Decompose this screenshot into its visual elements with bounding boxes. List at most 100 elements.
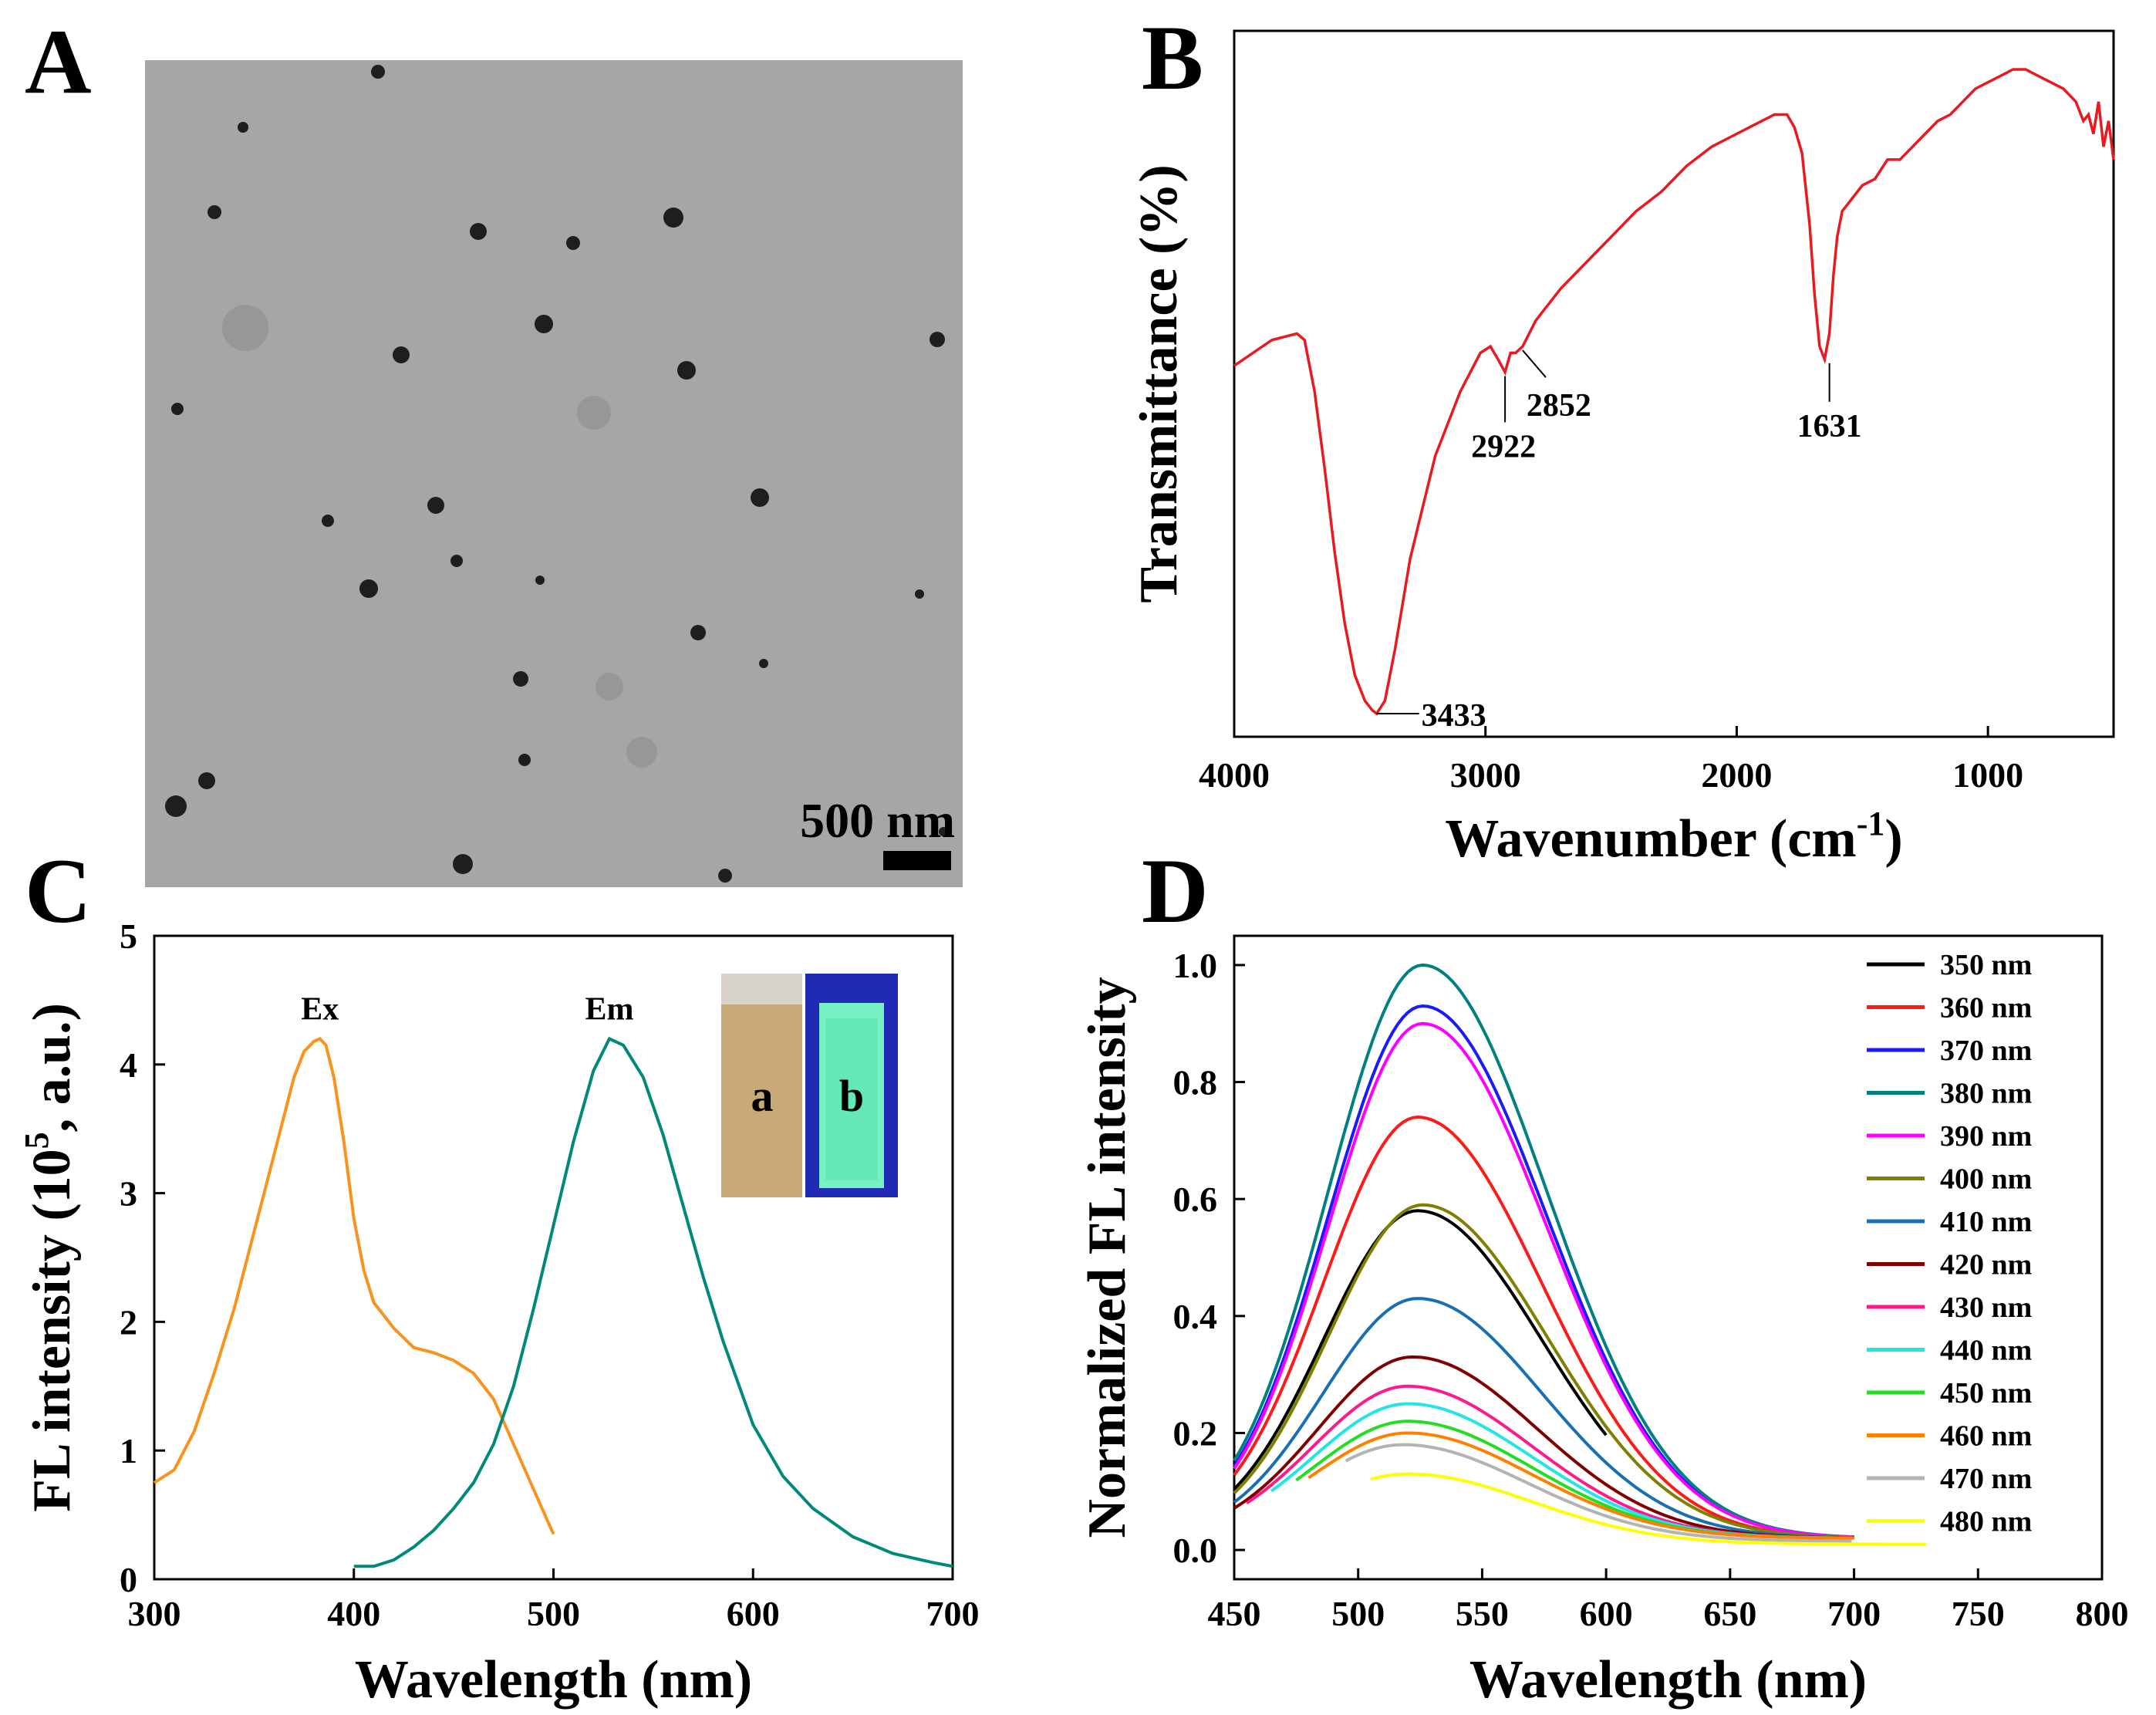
tem-particle [939,827,948,836]
x-tick-label: 450 [1208,1594,1261,1633]
tem-particle [322,515,334,527]
tem-particle [718,869,732,883]
x-tick-label: 750 [1952,1594,2005,1633]
tem-particle [453,854,473,874]
x-tick-label: 500 [527,1594,580,1633]
tem-particle [359,579,378,598]
tem-particle [238,122,248,133]
y-axis-label: Transmittance (%) [1129,164,1189,603]
series-line [1307,1431,1854,1540]
y-tick-label: 0.0 [1173,1531,1218,1570]
tem-particle [566,236,580,250]
y-tick-label: 1.0 [1173,946,1218,985]
ex-em-chart: 300 400 500 600 700 0 1 2 3 4 5 Ex Em Wavelength (nm)… [18,917,980,1710]
ftir-line [1233,68,2115,716]
y-tick-label: 3 [120,1174,137,1214]
panel-b-letter: B [1142,6,1203,109]
series-line [1370,1472,1926,1546]
scale-bar-label: 500 nm [800,793,955,848]
cuvette-b-edge [825,1018,878,1180]
legend-label: 360 nm [1940,992,2032,1025]
y-tick-label: 0.8 [1173,1063,1218,1102]
x-tick-label: 1000 [1952,755,2023,795]
series-line [1233,1209,1608,1490]
tem-particle [198,772,215,789]
panel-a-letter: A [25,10,92,113]
legend-label: 380 nm [1940,1078,2032,1110]
tem-particle [751,488,769,507]
tem-image: 500 nm [145,60,963,887]
y-tick-label: 1 [120,1431,137,1470]
y-tick-label: 0.2 [1173,1413,1218,1453]
series-line [1233,963,1854,1539]
x-tick-label: 4000 [1199,755,1270,795]
x-tick-label: 500 [1331,1594,1385,1633]
y-tick-label: 4 [120,1045,137,1085]
legend-label: 470 nm [1940,1463,2032,1495]
tem-particle [171,403,184,415]
x-tick-label: 3000 [1450,755,1521,795]
x-axis-label: Wavelength (nm) [1469,1650,1867,1710]
legend-label: 370 nm [1940,1035,2032,1067]
series-line [1233,1203,1854,1539]
x-tick-label: 600 [1580,1594,1633,1633]
y-tick-label: 0.4 [1173,1297,1218,1336]
peak-annotation-3433: 3433 [1422,698,1486,734]
series-line [1270,1402,1852,1540]
ex-label: Ex [301,991,339,1027]
cuvette-a-top [721,974,802,1004]
tem-particle [427,497,444,514]
tem-background [145,60,963,887]
tem-particle [930,332,945,347]
y-tick-label: 0.6 [1173,1180,1218,1219]
tem-particle [393,346,410,363]
x-tick-label: 400 [327,1594,380,1633]
x-tick-label: 700 [926,1594,980,1633]
tem-blur-spot [626,737,657,768]
legend-label: 430 nm [1940,1291,2032,1324]
panel-d-letter: D [1142,839,1209,942]
x-axis-label: Wavenumber (cm-1) [1445,805,1902,869]
y-tick-label: 0 [120,1560,137,1599]
tem-particle [663,208,683,228]
x-tick-label: 2000 [1701,755,1772,795]
x-tick-label: 700 [1827,1594,1881,1633]
scale-bar [883,851,951,870]
legend-label: 450 nm [1940,1377,2032,1409]
tem-particle [677,361,696,380]
tem-particle [470,223,487,240]
y-axis-label: Normalized FL intensity [1078,977,1137,1538]
series-line [1233,1297,1854,1540]
series-line [1345,1443,1852,1543]
inset-label-b: b [839,1071,864,1121]
legend-label: 460 nm [1940,1420,2032,1453]
x-tick-label: 600 [727,1594,780,1633]
tem-particle [165,795,187,817]
y-tick-label: 5 [120,917,137,956]
tem-particle [759,659,768,668]
tem-particle [690,625,706,640]
legend-label: 480 nm [1940,1506,2032,1538]
peak-annotation-2852: 2852 [1527,388,1591,424]
tem-blur-spot [222,305,268,351]
tem-particle [915,589,924,599]
legend-label: 410 nm [1940,1206,2032,1238]
ftir-chart: 4000 3000 2000 1000 3433 2922 2852 1631 Wavenumb… [1129,29,2115,869]
legend-label: 350 nm [1940,949,2032,981]
tem-particle [535,315,553,333]
tem-particle [518,754,531,766]
legend-label: 390 nm [1940,1120,2032,1153]
inset-label-a: a [751,1071,774,1121]
x-axis-label: Wavelength (nm) [355,1650,752,1710]
ex-line [153,1036,555,1535]
em-line [353,1036,953,1568]
x-tick-label: 300 [128,1594,181,1633]
y-axis-label: FL intensity (105, a.u.) [18,1003,82,1512]
normalized-fl-chart: 450 500 550 600 650 700 750 800 0.0 0.2 0.4 0.6 0.8 1… [1078,934,2129,1710]
tem-particle [535,576,545,585]
annotation-leader [1522,349,1547,378]
legend-label: 440 nm [1940,1335,2032,1367]
cuvette-inset: a b [721,974,898,1197]
peak-annotation-2922: 2922 [1471,429,1536,464]
